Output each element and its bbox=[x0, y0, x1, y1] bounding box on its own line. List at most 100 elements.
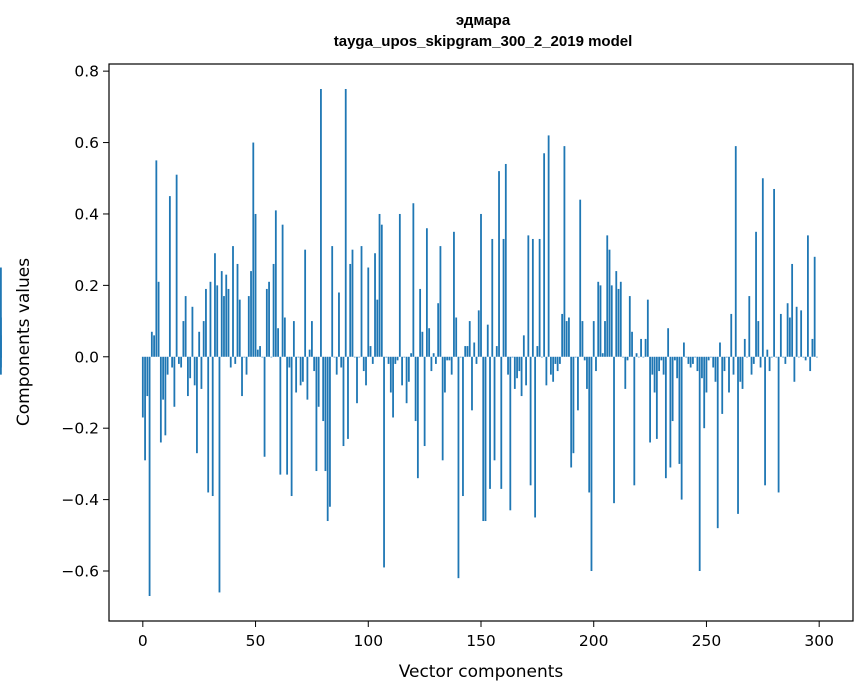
bar bbox=[209, 281, 212, 357]
bar bbox=[606, 235, 609, 357]
bar bbox=[306, 356, 309, 400]
bar bbox=[200, 356, 203, 389]
bar bbox=[775, 356, 778, 358]
bar bbox=[624, 356, 627, 389]
bar bbox=[259, 346, 261, 357]
bar bbox=[462, 356, 464, 497]
bar bbox=[667, 328, 670, 357]
y-tick-label: 0.4 bbox=[74, 205, 99, 223]
y-tick-label: −0.6 bbox=[61, 563, 99, 581]
bar bbox=[252, 142, 255, 357]
bar bbox=[353, 356, 356, 358]
bar bbox=[766, 349, 769, 357]
bar bbox=[297, 356, 300, 358]
bar bbox=[685, 356, 688, 358]
x-axis-label: Vector components bbox=[399, 662, 564, 682]
bar bbox=[615, 271, 618, 357]
bar bbox=[171, 356, 174, 368]
bar bbox=[579, 199, 582, 357]
bar bbox=[387, 356, 390, 364]
bar bbox=[556, 356, 559, 372]
bar bbox=[272, 263, 275, 357]
bar bbox=[577, 356, 579, 411]
bar bbox=[173, 356, 176, 407]
bar bbox=[184, 296, 187, 357]
bar bbox=[238, 299, 241, 357]
bar bbox=[507, 356, 509, 375]
bar bbox=[646, 299, 649, 357]
bar bbox=[581, 321, 584, 357]
bar bbox=[378, 213, 381, 357]
bar bbox=[398, 213, 401, 357]
bar bbox=[743, 338, 746, 357]
bar bbox=[292, 321, 295, 357]
x-tick-label: 150 bbox=[466, 632, 496, 650]
bar bbox=[597, 281, 600, 357]
bar bbox=[676, 356, 679, 379]
bar bbox=[473, 342, 476, 357]
bar bbox=[559, 356, 561, 364]
bar bbox=[739, 356, 742, 382]
bar bbox=[777, 356, 780, 493]
bar bbox=[175, 174, 178, 357]
bar bbox=[311, 321, 313, 357]
bar bbox=[322, 356, 325, 422]
bar bbox=[635, 353, 638, 357]
bar bbox=[590, 356, 593, 572]
bar bbox=[561, 313, 564, 357]
bar bbox=[254, 213, 257, 357]
bar bbox=[344, 88, 347, 357]
y-axis-ticks: −0.6 −0.4 −0.2 0.0 0.2 0.4 0.6 0.8 bbox=[61, 63, 109, 581]
bar bbox=[698, 356, 701, 572]
bar bbox=[802, 356, 805, 358]
bar bbox=[347, 356, 349, 439]
bar bbox=[737, 356, 739, 514]
bar bbox=[358, 356, 361, 358]
bar bbox=[779, 313, 782, 357]
x-axis-ticks: 0 50 100 150 200 250 300 bbox=[138, 621, 834, 650]
bar bbox=[728, 356, 730, 393]
bar bbox=[453, 231, 455, 357]
bar bbox=[791, 263, 794, 357]
bar bbox=[599, 285, 602, 357]
bar bbox=[141, 356, 144, 418]
bar bbox=[782, 356, 785, 358]
bar bbox=[265, 288, 268, 357]
bar bbox=[482, 356, 485, 522]
bar bbox=[701, 356, 703, 379]
bar bbox=[159, 356, 162, 443]
bar bbox=[335, 356, 338, 375]
bar bbox=[534, 356, 537, 518]
bar bbox=[308, 349, 311, 357]
bar bbox=[552, 356, 555, 382]
bar bbox=[380, 224, 383, 357]
bar bbox=[545, 356, 548, 386]
bar bbox=[191, 306, 194, 357]
bar bbox=[288, 356, 291, 368]
bar bbox=[807, 235, 809, 357]
bar bbox=[157, 281, 160, 357]
bar bbox=[644, 338, 647, 357]
bar bbox=[155, 160, 158, 357]
bar bbox=[563, 146, 566, 357]
bar bbox=[811, 338, 814, 357]
bar bbox=[549, 356, 552, 375]
bar bbox=[816, 356, 818, 358]
bar bbox=[333, 356, 336, 358]
bar bbox=[423, 356, 426, 447]
y-tick-label: −0.2 bbox=[61, 420, 99, 438]
bar bbox=[509, 356, 512, 511]
bar bbox=[394, 356, 397, 364]
bar bbox=[689, 356, 692, 368]
bar bbox=[692, 356, 694, 364]
bar bbox=[755, 231, 757, 357]
bar bbox=[741, 356, 744, 389]
bar bbox=[475, 356, 478, 364]
bar bbox=[389, 356, 392, 393]
bar bbox=[800, 310, 803, 357]
y-tick-label: 0.8 bbox=[74, 63, 99, 81]
bar bbox=[804, 356, 807, 361]
bar bbox=[565, 321, 568, 357]
bar bbox=[683, 342, 685, 357]
bar bbox=[277, 328, 279, 357]
